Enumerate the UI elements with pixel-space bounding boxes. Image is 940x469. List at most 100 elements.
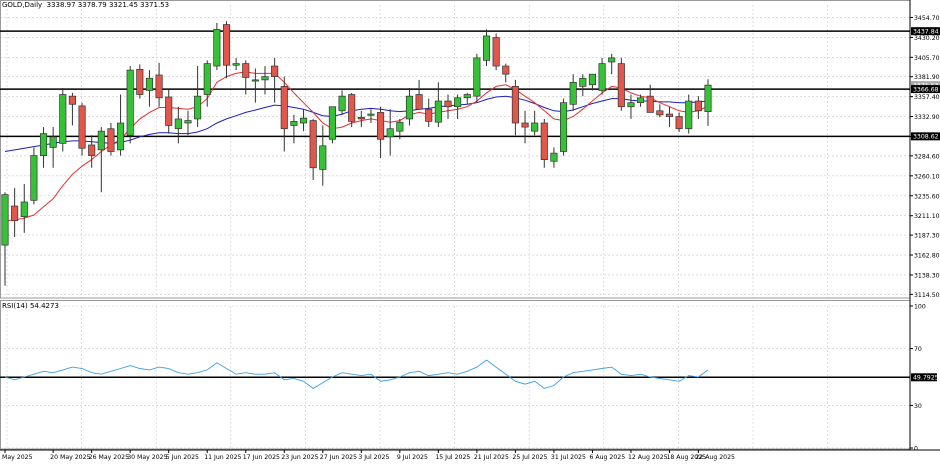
- candle: [145, 70, 154, 107]
- candle: [232, 57, 240, 71]
- candle-body: [271, 65, 279, 77]
- candle-body: [280, 86, 288, 130]
- candle: [646, 84, 654, 113]
- candle-body: [367, 113, 375, 116]
- candle: [694, 96, 702, 119]
- candle-body: [531, 122, 539, 132]
- rsi-pane: 100 70 30 0 49.7925: [0, 304, 939, 453]
- price-tick-label: 3454.70: [914, 15, 940, 22]
- candle: [367, 109, 375, 124]
- price-tag-label: 3366.68: [913, 86, 939, 93]
- candle-body: [579, 77, 587, 87]
- candle: [39, 127, 48, 168]
- candle: [588, 73, 596, 91]
- price-tick-label: 3260.10: [914, 173, 940, 180]
- candle-body: [559, 102, 568, 152]
- candle-body: [704, 84, 712, 112]
- candle-body: [646, 95, 654, 113]
- candle: [194, 66, 202, 128]
- candle-body: [521, 122, 529, 128]
- candle-body: [319, 145, 327, 170]
- candle-body: [117, 122, 125, 151]
- candle: [656, 104, 664, 118]
- candle-body: [656, 110, 664, 116]
- candle-body: [588, 73, 596, 86]
- price-tick-label: 3114.50: [914, 292, 940, 299]
- candle-body: [165, 96, 173, 126]
- candle-body: [299, 117, 308, 124]
- candle-body: [203, 63, 211, 95]
- candle-body: [665, 113, 674, 117]
- candle: [348, 92, 356, 128]
- candle-body: [30, 155, 38, 201]
- candle-body: [502, 65, 510, 75]
- candle-body: [598, 63, 606, 91]
- candle: [511, 79, 519, 136]
- candle-body: [242, 63, 250, 78]
- date-label: 30 May 2025: [127, 454, 167, 461]
- candle: [550, 147, 558, 168]
- rsi-tick-label: 30: [914, 403, 922, 410]
- candle-body: [675, 116, 683, 130]
- rsi-level-tag-label: 49.7925: [913, 375, 939, 382]
- symbol-info: GOLD,Daily 3338.97 3378.79 3321.45 3371.…: [2, 1, 169, 9]
- rsi-level-tag-bg: [911, 373, 937, 382]
- candle-body: [290, 121, 298, 126]
- candle: [357, 110, 365, 128]
- candle: [415, 79, 423, 110]
- rsi-tick-label: 70: [914, 346, 922, 353]
- price-tick-label: 3381.90: [914, 74, 940, 81]
- candle: [627, 94, 635, 119]
- date-label: 17 Jun 2025: [243, 454, 280, 461]
- candle-body: [434, 100, 442, 123]
- candle-body: [328, 106, 336, 140]
- candle-body: [107, 128, 115, 152]
- candle-body: [97, 130, 105, 151]
- candle-body: [425, 108, 433, 122]
- candle: [569, 74, 577, 111]
- price-axis: 3454.70 3430.20 3405.70 3381.90 3357.40 3332.…: [910, 15, 940, 299]
- candle-body: [126, 69, 134, 136]
- candle: [68, 92, 76, 126]
- level-tag-bg: [911, 27, 940, 36]
- candle: [251, 68, 259, 103]
- ohlc-values: 3338.97 3378.79 3321.45 3371.53: [46, 1, 170, 9]
- date-label: 12 Aug 2025: [628, 454, 668, 461]
- candle: [213, 22, 221, 71]
- candle: [261, 66, 269, 95]
- candle: [492, 33, 500, 71]
- rsi-tick-label: 100: [914, 304, 926, 311]
- candle: [184, 110, 192, 136]
- candle: [290, 114, 298, 144]
- candle: [222, 21, 231, 79]
- rsi-line: [4, 359, 709, 389]
- candle: [1, 192, 9, 286]
- candle-body: [309, 120, 317, 169]
- date-label: 23 Jun 2025: [281, 454, 318, 461]
- candle: [299, 109, 308, 132]
- candle: [242, 60, 250, 95]
- date-label: 3 Jul 2025: [358, 454, 389, 461]
- candle-body: [222, 24, 231, 66]
- candle-body: [386, 128, 394, 138]
- price-tick-label: 3162.80: [914, 253, 940, 260]
- grid-lines: [0, 5, 910, 449]
- candle-body: [11, 205, 19, 222]
- level-tag-label: 3308.62: [913, 134, 939, 141]
- candle-body: [377, 112, 385, 140]
- candle: [444, 94, 452, 119]
- date-label: 25 Jul 2025: [512, 454, 547, 461]
- rsi-label: RSI(14) 54.4273: [2, 302, 59, 310]
- candle: [559, 98, 568, 156]
- rsi-info: RSI(14) 54.4273: [2, 302, 59, 310]
- candle: [78, 102, 86, 156]
- candle: [685, 94, 693, 134]
- candle: [88, 135, 96, 168]
- date-label: 9 Jul 2025: [397, 454, 428, 461]
- candle-body: [685, 100, 693, 130]
- candle-body: [463, 94, 471, 99]
- date-label: 27 Jun 2025: [320, 454, 357, 461]
